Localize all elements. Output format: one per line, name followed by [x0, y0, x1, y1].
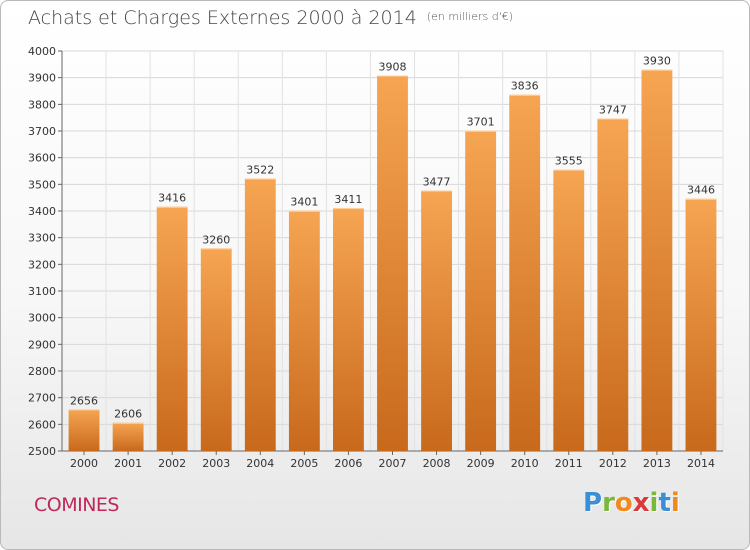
data-label: 3416 [158, 192, 186, 205]
bar [156, 206, 188, 451]
bar [465, 130, 497, 451]
x-tick-label: 2011 [555, 457, 583, 470]
data-label: 3930 [643, 55, 671, 68]
x-tick-label: 2006 [334, 457, 362, 470]
chart-title-block: Achats et Charges Externes 2000 à 2014 (e… [28, 7, 513, 29]
bar [377, 75, 408, 452]
x-tick-label: 2002 [158, 457, 186, 470]
x-tick-label: 2003 [202, 457, 230, 470]
x-tick-label: 2000 [70, 457, 98, 470]
data-label: 3908 [379, 61, 407, 74]
bar [421, 190, 452, 451]
y-tick-label: 3800 [28, 98, 56, 111]
commune-name: COMINES [34, 494, 120, 516]
y-tick-label: 4000 [28, 45, 56, 58]
y-tick-label: 3900 [28, 72, 56, 85]
data-label: 3701 [467, 116, 495, 129]
data-labels: 2656 2606 3416 3260 3522 3401 3411 3908 3477 3701… [70, 55, 715, 421]
y-tick-label: 2500 [28, 445, 56, 458]
x-tick-label: 2005 [290, 457, 318, 470]
logo-letter: i [670, 488, 680, 518]
bar [244, 178, 276, 451]
x-tick-label: 2012 [599, 457, 627, 470]
bar [112, 422, 144, 451]
data-label: 3555 [555, 155, 583, 168]
bar [333, 208, 364, 451]
y-tick-label: 3300 [28, 232, 56, 245]
x-tick-label: 2007 [379, 457, 407, 470]
bars [68, 69, 717, 452]
bar [68, 409, 100, 451]
data-label: 2606 [114, 408, 142, 421]
x-tick-label: 2001 [114, 457, 142, 470]
logo-letter: x [632, 488, 650, 518]
bar [509, 94, 541, 451]
bar [200, 248, 232, 451]
bar [641, 69, 673, 452]
x-tick-label: 2010 [511, 457, 539, 470]
logo-letter: o [614, 488, 633, 518]
x-tick-label: 2009 [467, 457, 495, 470]
y-tick-label: 3200 [28, 258, 56, 271]
logo-letter: P [583, 488, 603, 518]
data-label: 3477 [423, 175, 451, 188]
chart-unit: (en milliers d'€) [426, 10, 514, 23]
y-tick-label: 3600 [28, 152, 56, 165]
bar [288, 210, 320, 451]
data-label: 3446 [687, 184, 715, 197]
y-tick-label: 2900 [28, 338, 56, 351]
x-tick-label: 2008 [423, 457, 451, 470]
axes: 2500 2600 2700 2800 2900 3000 3100 3200 3300 3400… [28, 45, 723, 470]
data-label: 3747 [599, 103, 627, 116]
x-tick-label: 2004 [246, 457, 274, 470]
bar [553, 169, 585, 451]
data-label: 3836 [511, 80, 539, 93]
data-label: 3401 [290, 196, 318, 209]
y-tick-label: 2700 [28, 392, 56, 405]
logo-letter: r [602, 488, 615, 518]
logo-letter: t [658, 488, 671, 518]
y-tick-label: 3000 [28, 312, 56, 325]
y-tick-label: 2600 [28, 418, 56, 431]
y-tick-label: 3400 [28, 205, 56, 218]
proxiti-logo: Proxiti [583, 488, 680, 518]
data-label: 3411 [334, 193, 362, 206]
bar [685, 198, 717, 451]
data-label: 2656 [70, 394, 98, 407]
y-tick-label: 2800 [28, 365, 56, 378]
y-tick-label: 3500 [28, 178, 56, 191]
x-tick-label: 2013 [643, 457, 671, 470]
logo-letter: i [649, 488, 659, 518]
data-label: 3522 [246, 163, 274, 176]
y-tick-label: 3700 [28, 125, 56, 138]
data-label: 3260 [202, 233, 230, 246]
chart-title: Achats et Charges Externes 2000 à 2014 [28, 7, 417, 29]
y-tick-label: 3100 [28, 285, 56, 298]
bar [597, 118, 629, 451]
x-tick-label: 2014 [687, 457, 715, 470]
